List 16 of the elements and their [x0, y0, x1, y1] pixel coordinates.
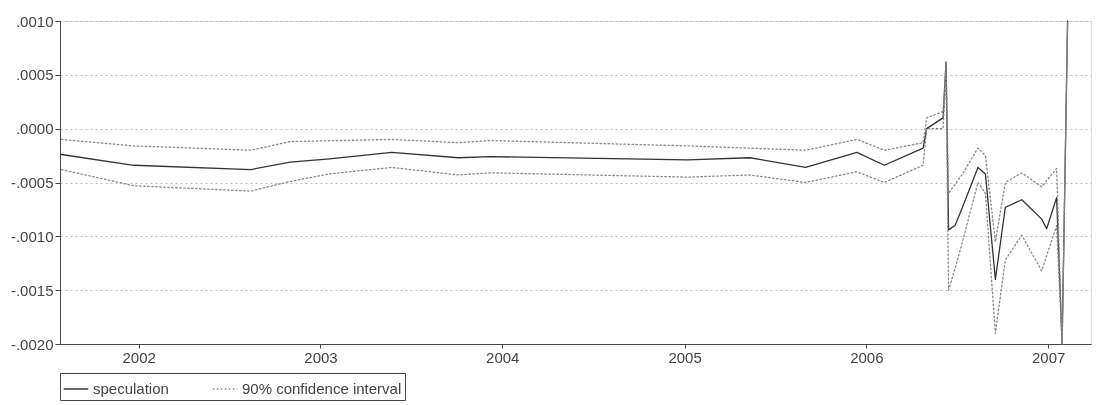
- x-tick-label: 2005: [668, 348, 702, 366]
- x-tick-label: 2006: [850, 348, 884, 366]
- legend-label: speculation: [93, 380, 169, 397]
- x-tick-label: 2003: [304, 348, 338, 366]
- y-tick-label: -.0015: [10, 281, 54, 299]
- y-tick-label: -.0005: [10, 174, 54, 191]
- line-series: [60, 20, 1069, 345]
- y-tick-label: .0010: [15, 12, 54, 30]
- x-tick-label: 2004: [486, 348, 520, 366]
- x-tick-label: 2002: [122, 348, 156, 366]
- y-tick-label: .0005: [15, 66, 54, 84]
- y-tick-label: .0000: [15, 120, 54, 138]
- x-tick-label: 2007: [1031, 348, 1066, 366]
- legend-label: 90% confidence interval: [242, 380, 402, 397]
- y-tick-label: -.0020: [10, 335, 54, 353]
- y-tick-label: -.0010: [10, 227, 54, 245]
